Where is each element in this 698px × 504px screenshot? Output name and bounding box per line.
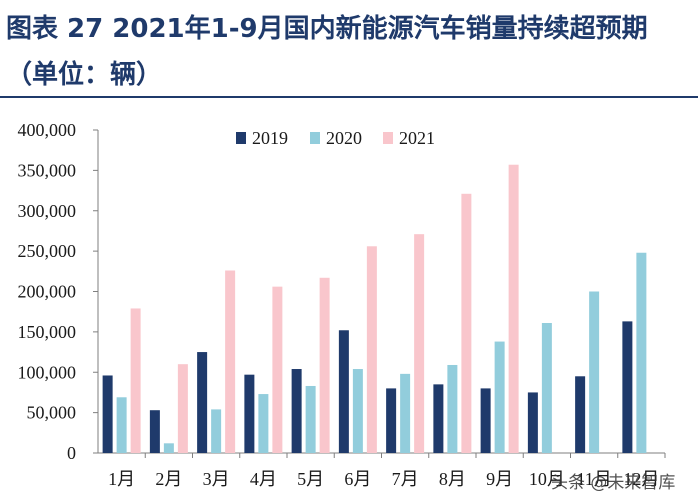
y-tick-label: 350,000 (18, 160, 77, 180)
bar-2019-3 (197, 352, 208, 453)
bar-2020-10 (541, 322, 552, 453)
y-tick-label: 200,000 (18, 282, 77, 302)
bar-2020-3 (211, 409, 222, 453)
legend-label-2020: 2020 (326, 128, 362, 148)
bar-2019-11 (575, 376, 586, 453)
bar-2021-2 (177, 364, 188, 453)
bar-2019-8 (433, 384, 444, 453)
legend-swatch-2021 (383, 132, 393, 144)
bar-2020-5 (305, 385, 316, 453)
x-tick-label: 11月 (576, 469, 611, 489)
bar-2020-6 (352, 369, 363, 453)
x-tick-label: 6月 (344, 469, 371, 489)
y-tick-label: 50,000 (27, 403, 77, 423)
bar-2021-5 (319, 277, 330, 453)
x-tick-label: 7月 (392, 469, 419, 489)
bar-2020-7 (400, 373, 411, 453)
bar-2020-1 (116, 397, 127, 453)
bar-2019-2 (149, 410, 160, 453)
bar-2020-12 (636, 252, 647, 453)
legend-label-2019: 2019 (252, 128, 288, 148)
y-tick-label: 250,000 (18, 241, 77, 261)
x-tick-label: 1月 (108, 469, 135, 489)
x-tick-label: 10月 (529, 469, 565, 489)
y-tick-label: 300,000 (18, 201, 77, 221)
bar-2019-12 (622, 321, 633, 453)
bar-2021-6 (366, 246, 377, 453)
bar-2019-9 (480, 388, 491, 453)
bar-2021-8 (461, 193, 472, 454)
legend-swatch-2020 (310, 132, 320, 144)
bar-2021-4 (272, 286, 283, 453)
x-tick-label: 9月 (486, 469, 513, 489)
x-tick-label: 4月 (250, 469, 277, 489)
x-tick-label: 5月 (297, 469, 324, 489)
legend-label-2021: 2021 (399, 128, 435, 148)
bar-2020-8 (447, 364, 458, 453)
x-tick-label: 8月 (439, 469, 466, 489)
chart-title-line-1: 图表 27 2021年1-9月国内新能源汽车销量持续超预期 (6, 14, 648, 44)
bar-2021-1 (130, 308, 141, 453)
y-tick-label: 0 (67, 443, 76, 463)
x-tick-label: 2月 (155, 469, 182, 489)
bar-2021-3 (225, 270, 236, 453)
bar-2019-5 (291, 369, 302, 453)
bar-2019-1 (102, 375, 113, 453)
title-divider (0, 96, 698, 98)
legend-swatch-2019 (236, 132, 246, 144)
bar-2019-6 (338, 330, 349, 453)
chart-title: 图表 27 2021年1-9月国内新能源汽车销量持续超预期 （单位：辆） (6, 6, 696, 98)
bar-2020-2 (163, 443, 174, 453)
y-tick-label: 400,000 (18, 120, 77, 140)
bar-2019-10 (527, 392, 538, 453)
bar-2019-4 (244, 374, 255, 453)
bar-2021-7 (414, 234, 425, 453)
bar-2021-9 (508, 164, 519, 453)
y-tick-label: 100,000 (18, 362, 77, 382)
x-tick-label: 12月 (623, 469, 659, 489)
chart-title-line-2: （单位：辆） (6, 60, 163, 90)
bar-2019-7 (386, 388, 397, 453)
bar-2020-4 (258, 394, 269, 453)
y-tick-label: 150,000 (18, 322, 77, 342)
x-tick-label: 3月 (203, 469, 230, 489)
bar-2020-9 (494, 341, 505, 453)
watermark: 头条 @未来智库 (551, 473, 676, 493)
bar-2020-11 (589, 291, 600, 453)
